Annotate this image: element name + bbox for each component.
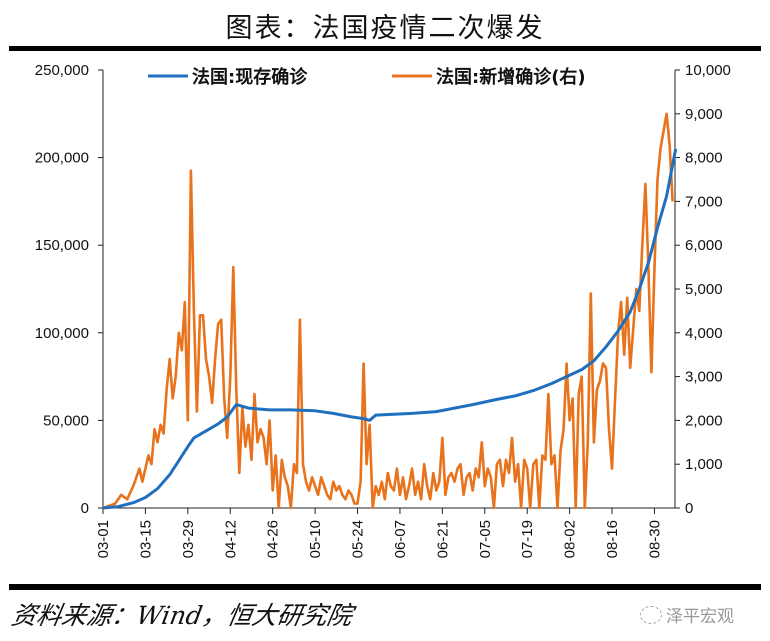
right-tick-label: 10,000 [685, 62, 731, 79]
x-tick-label: 03-29 [180, 520, 197, 558]
left-tick-label: 150,000 [35, 237, 89, 254]
x-tick-label: 08-02 [562, 520, 579, 558]
x-tick-label: 07-05 [477, 520, 494, 558]
left-tick-label: 0 [81, 500, 89, 517]
title-divider [9, 46, 761, 51]
right-tick-label: 6,000 [685, 237, 723, 254]
footer-divider [9, 584, 761, 590]
watermark-text: 泽平宏观 [666, 607, 734, 626]
x-tick-label: 08-30 [646, 520, 663, 558]
source-note: 资料来源：Wind，恒大研究院 [9, 601, 355, 630]
left-tick-label: 50,000 [43, 412, 89, 429]
left-tick-label: 200,000 [35, 150, 89, 167]
axes: 0 50,000 100,000 150,000 200,000 250,000 0 1,00… [35, 62, 731, 558]
right-tick-label: 0 [685, 500, 693, 517]
x-tick-label: 06-07 [392, 520, 409, 558]
left-tick-label: 250,000 [35, 62, 89, 79]
right-tick-label: 4,000 [685, 325, 723, 342]
right-tick-label: 5,000 [685, 281, 723, 298]
x-tick-label: 05-10 [307, 520, 324, 558]
series-group [102, 112, 678, 510]
right-tick-label: 7,000 [685, 193, 723, 210]
right-tick-label: 8,000 [685, 150, 723, 167]
right-tick-label: 3,000 [685, 369, 723, 386]
x-tick-label: 04-12 [222, 520, 239, 558]
watermark: 泽平宏观 [640, 602, 734, 627]
x-tick-label: 04-26 [265, 520, 282, 558]
legend: 法国:现存确诊 法国:新增确诊(右) [148, 66, 586, 88]
x-tick-label: 03-15 [137, 520, 154, 558]
right-tick-label: 2,000 [685, 412, 723, 429]
x-tick-label: 07-19 [519, 520, 536, 558]
x-tick-label: 03-01 [95, 520, 112, 558]
x-tick-label: 05-24 [350, 520, 367, 558]
x-tick-label: 06-21 [434, 520, 451, 558]
right-tick-label: 1,000 [685, 456, 723, 473]
left-tick-label: 100,000 [35, 325, 89, 342]
active-cases-line [102, 148, 678, 510]
right-tick-label: 9,000 [685, 106, 723, 123]
chart-title: 图表：法国疫情二次爆发 [225, 13, 545, 44]
legend-label-active: 法国:现存确诊 [192, 66, 308, 88]
legend-label-new: 法国:新增确诊(右) [436, 66, 586, 88]
new-cases-line [102, 112, 674, 510]
x-tick-label: 08-16 [604, 520, 621, 558]
wechat-icon [640, 605, 662, 624]
